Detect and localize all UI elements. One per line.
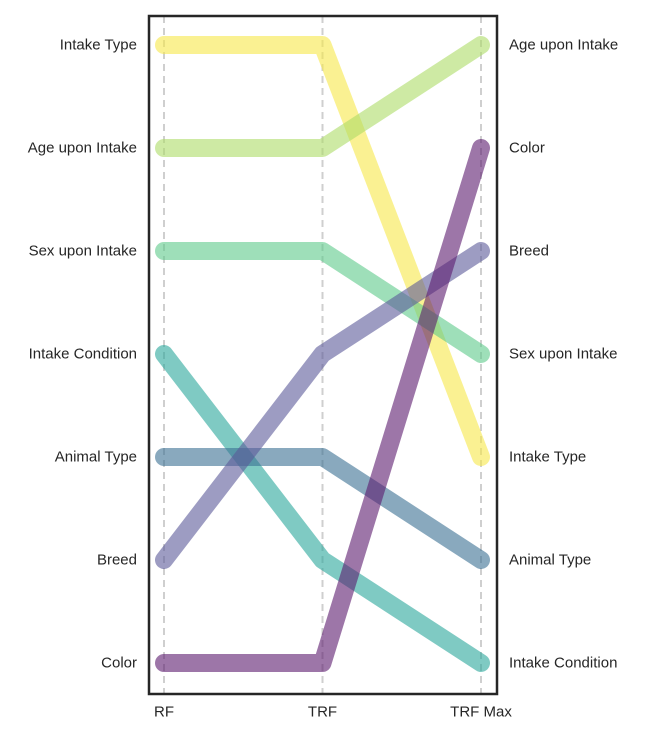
right-tick-label-intake-type: Intake Type — [509, 449, 586, 466]
x-tick-label-rf: RF — [154, 704, 174, 721]
series-line-age-upon-intake — [155, 36, 490, 157]
right-tick-label-breed: Breed — [509, 243, 549, 260]
left-tick-label-animal-type: Animal Type — [55, 449, 137, 466]
left-tick-label-intake-type: Intake Type — [60, 37, 137, 54]
right-tick-label-sex-upon-intake: Sex upon Intake — [509, 346, 617, 363]
series-line-animal-type — [155, 448, 490, 569]
series-line-color — [155, 139, 490, 672]
x-tick-label-trf-max: TRF Max — [450, 704, 512, 721]
right-tick-label-color: Color — [509, 140, 545, 157]
right-tick-label-animal-type: Animal Type — [509, 552, 591, 569]
series-line-intake-condition — [155, 345, 490, 672]
right-tick-label-intake-condition: Intake Condition — [509, 655, 617, 672]
left-tick-label-intake-condition: Intake Condition — [29, 346, 137, 363]
frame-layer — [147, 14, 499, 696]
left-tick-label-sex-upon-intake: Sex upon Intake — [29, 243, 137, 260]
series-line-breed — [155, 242, 490, 569]
plot-frame — [147, 14, 499, 696]
right-tick-label-age-upon-intake: Age upon Intake — [509, 37, 618, 54]
x-tick-label-trf: TRF — [308, 704, 337, 721]
left-tick-label-breed: Breed — [97, 552, 137, 569]
series-layer — [155, 36, 490, 672]
left-tick-label-age-upon-intake: Age upon Intake — [28, 140, 137, 157]
left-tick-label-color: Color — [101, 655, 137, 672]
label-layer: Intake Type Age upon Intake Sex upon Intak… — [28, 37, 619, 721]
